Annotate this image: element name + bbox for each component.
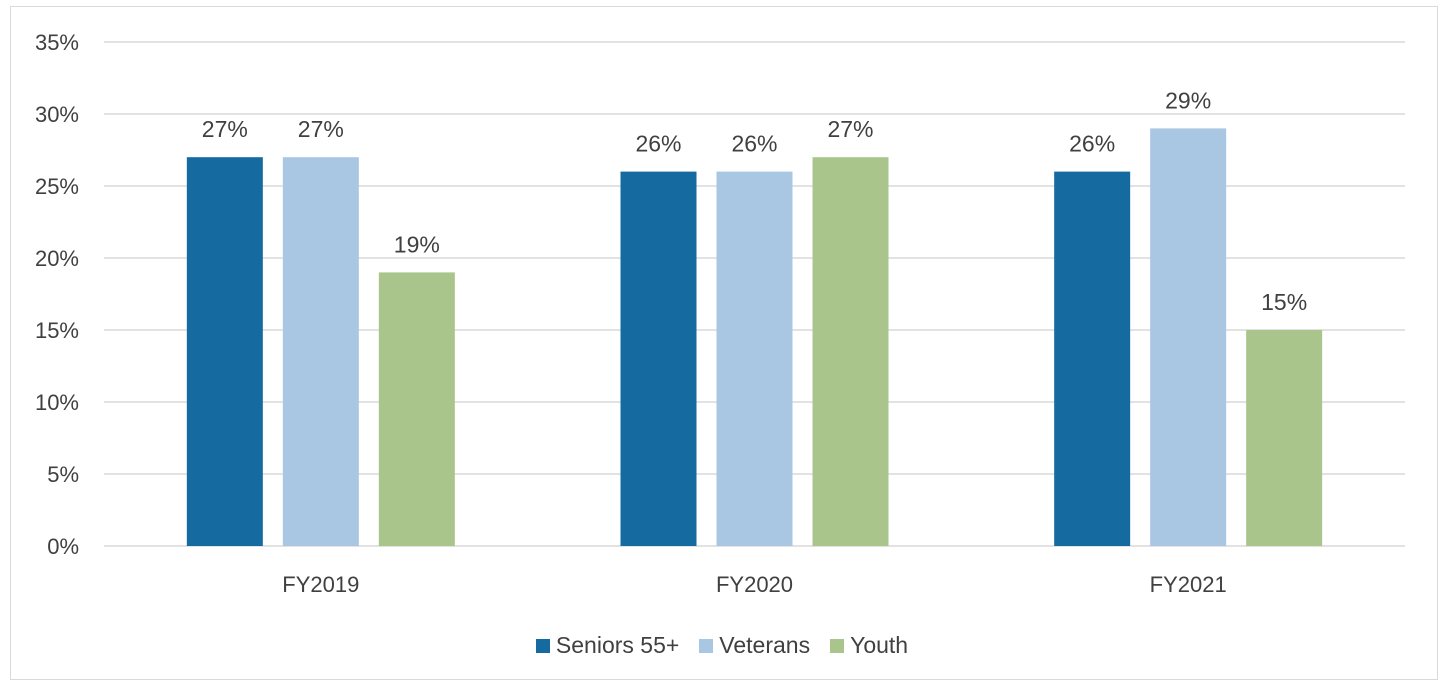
bar: [378, 272, 455, 546]
bar: [282, 157, 359, 546]
legend-item-youth: Youth: [830, 632, 908, 659]
legend-label-veterans: Veterans: [719, 632, 811, 658]
bar: [716, 171, 793, 546]
y-tick-label: 0%: [47, 534, 79, 559]
bar: [1246, 330, 1323, 546]
data-label: 26%: [1069, 131, 1115, 157]
data-label: 26%: [635, 131, 681, 157]
data-label: 27%: [298, 116, 344, 142]
data-label: 27%: [202, 116, 248, 142]
y-tick-label: 10%: [35, 390, 79, 415]
x-tick-label: FY2020: [716, 572, 793, 597]
bar: [1150, 128, 1227, 546]
legend-label-seniors: Seniors 55+: [555, 632, 680, 658]
legend-swatch-youth: [830, 638, 845, 653]
data-label: 27%: [827, 116, 873, 142]
legend-item-veterans: Veterans: [699, 632, 810, 659]
data-label: 15%: [1261, 289, 1307, 315]
legend-label-youth: Youth: [850, 632, 909, 658]
y-tick-label: 25%: [35, 174, 79, 199]
y-tick-label: 35%: [35, 30, 79, 55]
data-label: 26%: [731, 131, 777, 157]
legend-item-seniors: Seniors 55+: [535, 632, 680, 659]
x-tick-label: FY2021: [1150, 572, 1227, 597]
x-tick-label: FY2019: [282, 572, 359, 597]
y-tick-label: 5%: [47, 462, 79, 487]
bar: [186, 157, 263, 546]
legend-swatch-seniors: [535, 638, 550, 653]
y-tick-label: 20%: [35, 246, 79, 271]
bar: [620, 171, 697, 546]
legend-swatch-veterans: [699, 638, 714, 653]
legend: Seniors 55+ Veterans Youth: [0, 632, 1444, 659]
data-label: 29%: [1165, 87, 1211, 113]
bar: [812, 157, 889, 546]
bar: [1054, 171, 1131, 546]
data-label: 19%: [394, 231, 440, 257]
y-tick-label: 30%: [35, 102, 79, 127]
y-tick-label: 15%: [35, 318, 79, 343]
